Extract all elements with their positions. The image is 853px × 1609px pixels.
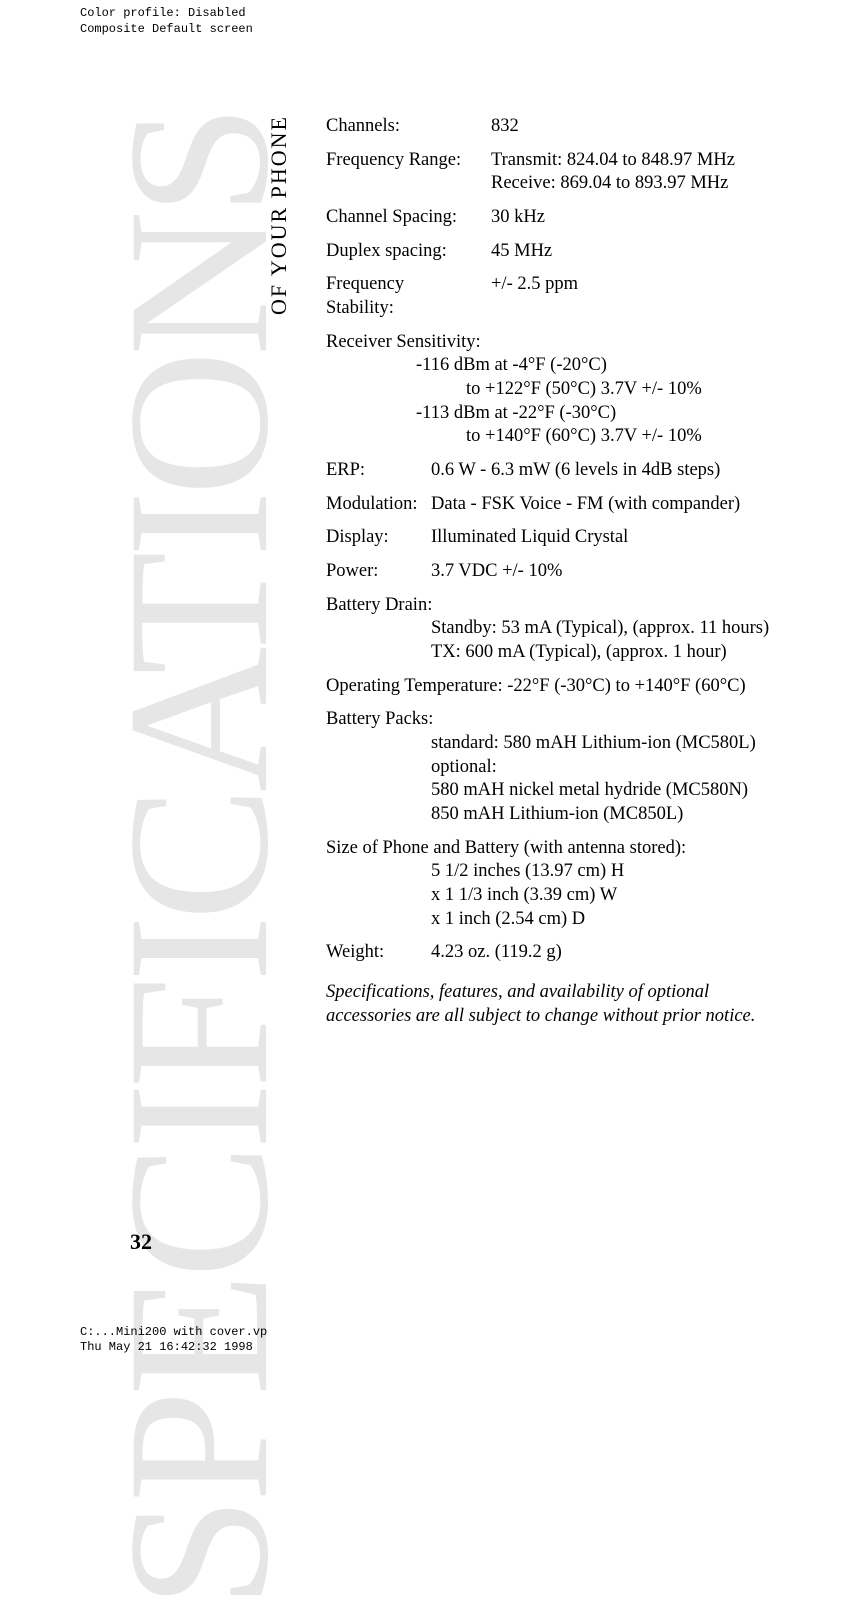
page-number: 32 (130, 1229, 152, 1255)
spec-row-weight: Weight: 4.23 oz. (119.2 g) (326, 941, 781, 965)
spec-value: Data - FSK Voice - FM (with compander) (431, 493, 781, 517)
spec-row-battery-packs: Battery Packs: standard: 580 mAH Lithium… (326, 708, 781, 826)
spec-value: 832 (491, 115, 781, 139)
spec-row-battery-drain: Battery Drain: Standby: 53 mA (Typical),… (326, 594, 781, 665)
section-title-vertical: OF YOUR PHONE (266, 115, 292, 315)
meta-line: Composite Default screen (80, 22, 253, 38)
spec-value: 4.23 oz. (119.2 g) (431, 941, 781, 965)
spec-value-line: -113 dBm at -22°F (-30°C) (416, 402, 781, 426)
spec-row-operating-temp: Operating Temperature: -22°F (-30°C) to … (326, 675, 781, 699)
spec-row-power: Power: 3.7 VDC +/- 10% (326, 560, 781, 584)
spec-value-line: x 1 1/3 inch (3.39 cm) W (431, 884, 781, 908)
spec-value: 0.6 W - 6.3 mW (6 levels in 4dB steps) (431, 459, 781, 483)
spec-value-line: TX: 600 mA (Typical), (approx. 1 hour) (431, 641, 781, 665)
spec-value-line: Standby: 53 mA (Typical), (approx. 11 ho… (431, 617, 781, 641)
spec-label: Receiver Sensitivity: (326, 331, 781, 355)
spec-label: Frequency Range: (326, 149, 491, 196)
spec-value: Transmit: 824.04 to 848.97 MHz Receive: … (491, 149, 781, 196)
spec-value-line: to +140°F (60°C) 3.7V +/- 10% (416, 425, 781, 449)
spec-label: Display: (326, 526, 431, 550)
spec-value-line: optional: (431, 756, 781, 780)
spec-row-freq-range: Frequency Range: Transmit: 824.04 to 848… (326, 149, 781, 196)
spec-label: ERP: (326, 459, 431, 483)
spec-row-size: Size of Phone and Battery (with antenna … (326, 837, 781, 932)
spec-label: Size of Phone and Battery (with antenna … (326, 837, 781, 861)
spec-value-line: 850 mAH Lithium-ion (MC850L) (431, 803, 781, 827)
meta-line: C:...Mini200 with cover.vp (80, 1325, 267, 1341)
spec-row-freq-stability: Frequency Stability: +/- 2.5 ppm (326, 273, 781, 320)
spec-value-line: -116 dBm at -4°F (-20°C) (416, 354, 781, 378)
spec-label: Channel Spacing: (326, 206, 491, 230)
spec-value-line: Receive: 869.04 to 893.97 MHz (491, 172, 781, 196)
spec-value-line: Transmit: 824.04 to 848.97 MHz (491, 149, 781, 173)
watermark-text: SPECIFICATIONS (120, 110, 278, 1609)
spec-label: Battery Drain: (326, 594, 781, 618)
spec-label: Channels: (326, 115, 491, 139)
header-meta: Color profile: Disabled Composite Defaul… (80, 6, 253, 37)
spec-row-modulation: Modulation: Data - FSK Voice - FM (with … (326, 493, 781, 517)
spec-row-receiver-sensitivity: Receiver Sensitivity: -116 dBm at -4°F (… (326, 331, 781, 449)
spec-label: Frequency Stability: (326, 273, 491, 320)
spec-value: +/- 2.5 ppm (491, 273, 781, 320)
spec-value-line: 5 1/2 inches (13.97 cm) H (431, 860, 781, 884)
spec-label: Duplex spacing: (326, 240, 491, 264)
spec-value: 3.7 VDC +/- 10% (431, 560, 781, 584)
specifications-body: Channels: 832 Frequency Range: Transmit:… (326, 115, 781, 1029)
spec-value: Illuminated Liquid Crystal (431, 526, 781, 550)
spec-value: 45 MHz (491, 240, 781, 264)
spec-label: Weight: (326, 941, 431, 965)
meta-line: Color profile: Disabled (80, 6, 253, 22)
meta-line: Thu May 21 16:42:32 1998 (80, 1340, 267, 1356)
spec-value-line: x 1 inch (2.54 cm) D (431, 908, 781, 932)
notice-text: Specifications, features, and availabili… (326, 981, 781, 1028)
footer-meta: C:...Mini200 with cover.vp Thu May 21 16… (80, 1325, 267, 1356)
spec-label: Power: (326, 560, 431, 584)
spec-row-channel-spacing: Channel Spacing: 30 kHz (326, 206, 781, 230)
spec-value: 30 kHz (491, 206, 781, 230)
spec-row-erp: ERP: 0.6 W - 6.3 mW (6 levels in 4dB ste… (326, 459, 781, 483)
spec-value-line: to +122°F (50°C) 3.7V +/- 10% (416, 378, 781, 402)
spec-value-line: standard: 580 mAH Lithium-ion (MC580L) (431, 732, 781, 756)
spec-row-duplex-spacing: Duplex spacing: 45 MHz (326, 240, 781, 264)
spec-label: Modulation: (326, 493, 431, 517)
spec-value-line: 580 mAH nickel metal hydride (MC580N) (431, 779, 781, 803)
page-content: SPECIFICATIONS OF YOUR PHONE Channels: 8… (130, 115, 790, 1255)
spec-row-display: Display: Illuminated Liquid Crystal (326, 526, 781, 550)
spec-row-channels: Channels: 832 (326, 115, 781, 139)
spec-label: Battery Packs: (326, 708, 781, 732)
